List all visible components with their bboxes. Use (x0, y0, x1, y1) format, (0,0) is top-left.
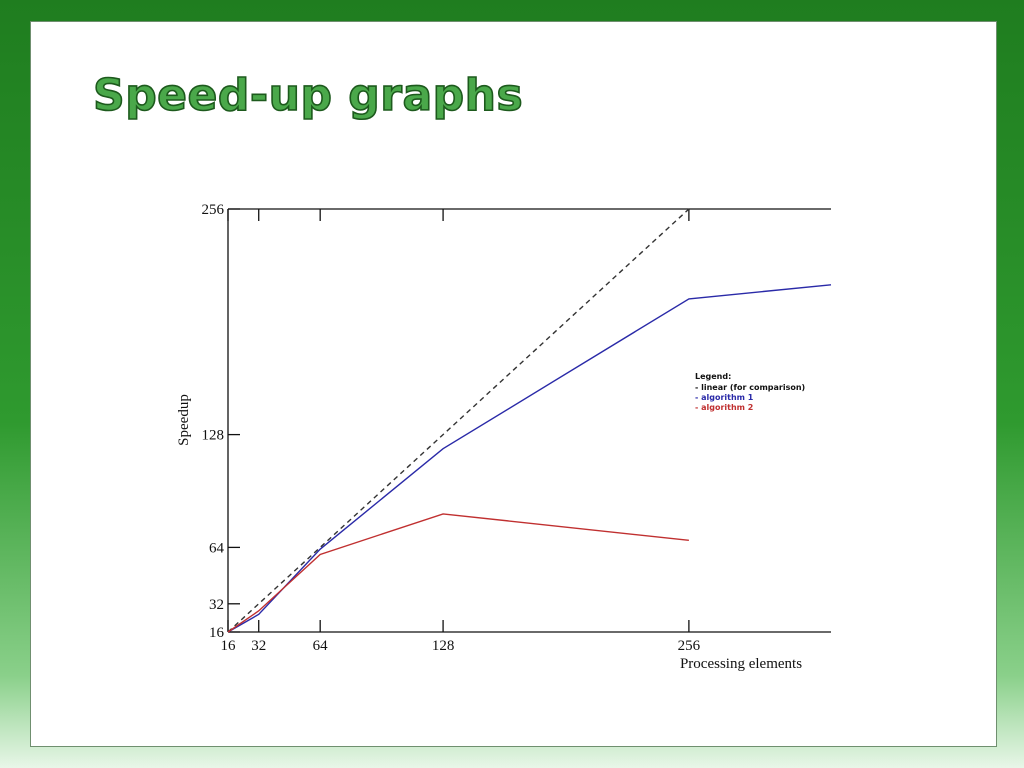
y-tick-label: 64 (209, 540, 225, 556)
x-tick-label: 16 (221, 638, 237, 654)
x-tick-label: 256 (678, 638, 701, 654)
legend-entry: - algorithm 2 (695, 403, 753, 412)
x-tick-label: 32 (251, 638, 266, 654)
y-axis-title: Speedup (176, 394, 192, 446)
x-axis-title: Processing elements (680, 656, 802, 672)
y-tick-label: 256 (202, 202, 225, 218)
slide-title: Speed-up graphs (92, 69, 524, 122)
series-line-3 (227, 513, 689, 633)
legend-entry: - algorithm 1 (695, 393, 754, 402)
series-line-2 (227, 284, 832, 633)
x-tick-label: 128 (432, 638, 455, 654)
y-tick-label: 16 (209, 625, 225, 641)
slide: Speed-up graphs 16 32 64 128 256 16 32 64 128 256… (30, 21, 997, 747)
series-line-1 (227, 208, 690, 633)
y-tick-label: 128 (202, 428, 225, 444)
x-tick-label: 64 (313, 638, 329, 654)
speedup-chart: 16 32 64 128 256 16 32 64 128 256 Processing eleme… (176, 202, 832, 672)
legend-title: Legend: (695, 372, 731, 381)
legend-entry: - linear (for comparison) (695, 383, 805, 392)
y-tick-label: 32 (209, 597, 224, 613)
